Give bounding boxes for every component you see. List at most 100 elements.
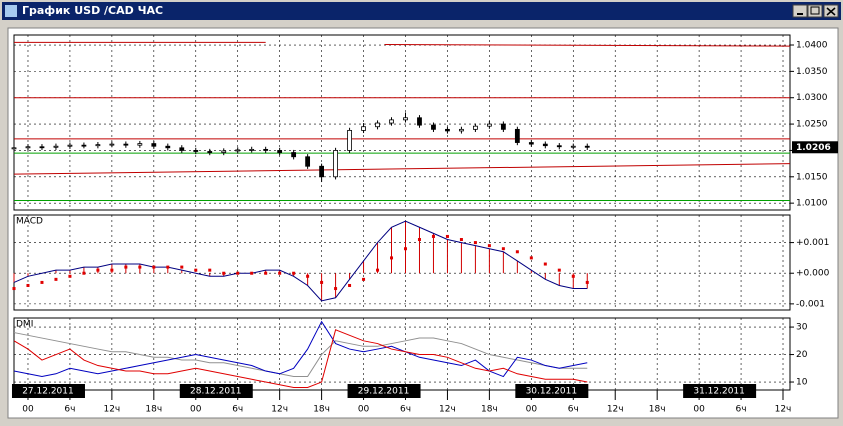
dmi-line	[13, 332, 588, 378]
signal-dot	[12, 287, 16, 291]
title-bar	[2, 2, 841, 20]
date-label: 31.12.2011	[693, 387, 745, 397]
y-tick-label: 1.0350	[796, 67, 828, 77]
signal-dot	[529, 256, 533, 260]
candle-body	[39, 146, 45, 149]
date-box	[515, 384, 589, 398]
signal-dot	[110, 268, 114, 272]
signal-dot	[292, 271, 296, 275]
level-line	[384, 43, 791, 47]
x-tick-label: 12ч	[439, 405, 456, 415]
signal-dot	[138, 265, 142, 269]
macd-line	[13, 220, 588, 302]
candle-body	[500, 123, 506, 130]
y-tick-label: 30	[796, 323, 808, 333]
y-tick-label: 1.0300	[796, 93, 828, 103]
candle-body	[445, 128, 450, 132]
y-tick-label: 1.0400	[796, 41, 828, 51]
y-tick-label: 10	[796, 378, 808, 388]
x-tick-label: 00	[693, 405, 705, 415]
signal-dot	[459, 238, 463, 242]
x-tick-label: 6ч	[736, 405, 747, 415]
window-buttons	[792, 4, 839, 18]
signal-dot	[54, 277, 58, 281]
candle-body	[584, 145, 590, 148]
candle-body	[528, 142, 534, 145]
signal-dot	[515, 250, 519, 254]
candle-body	[207, 151, 213, 153]
candle-body	[179, 147, 185, 151]
signal-dot	[390, 256, 394, 260]
x-tick-label: 12ч	[775, 405, 792, 415]
signal-dot	[403, 247, 407, 251]
candle-body	[109, 143, 115, 146]
signal-dot	[40, 280, 44, 284]
candle-body	[67, 144, 73, 147]
x-tick-label: 18ч	[649, 405, 666, 415]
date-box	[11, 384, 85, 398]
signal-dot	[208, 268, 212, 272]
candle-body	[95, 144, 101, 147]
minimize-button[interactable]	[792, 4, 808, 18]
candle-body	[151, 143, 157, 147]
candle-body	[542, 143, 548, 147]
candle-body	[165, 145, 171, 149]
window-icon	[5, 5, 17, 17]
panel	[13, 317, 791, 391]
candle-body	[291, 152, 297, 158]
x-tick-label: 6ч	[232, 405, 243, 415]
signal-dot	[585, 280, 589, 284]
panel	[13, 214, 791, 311]
candle-body	[459, 128, 464, 132]
candle-body	[361, 126, 366, 131]
candle-body	[403, 117, 408, 121]
candle-body	[556, 145, 562, 148]
signal-dot	[250, 271, 254, 275]
close-icon	[826, 7, 836, 16]
x-tick-label: 12ч	[103, 405, 120, 415]
signal-dot	[222, 271, 226, 275]
panel-label: DMI	[16, 320, 33, 330]
price-marker	[792, 141, 838, 154]
signal-dot	[557, 268, 561, 272]
date-label: 30.12.2011	[526, 387, 578, 397]
signal-dot	[82, 271, 86, 275]
x-tick-label: 12ч	[271, 405, 288, 415]
signal-dot	[124, 265, 128, 269]
candle-body	[431, 124, 436, 130]
signal-dot	[320, 280, 324, 284]
panel-label: MACD	[16, 217, 43, 227]
x-tick-label: 6ч	[400, 405, 411, 415]
candle-body	[486, 123, 492, 127]
x-tick-label: 6ч	[64, 405, 75, 415]
date-box	[683, 384, 757, 398]
candle-body	[25, 146, 31, 149]
candle-body	[123, 143, 129, 146]
x-tick-label: 18ч	[313, 405, 330, 415]
candle-body	[53, 145, 59, 148]
x-tick-label: 00	[190, 405, 202, 415]
signal-dot	[180, 265, 184, 269]
signal-dot	[376, 268, 380, 272]
signal-dot	[543, 262, 547, 266]
candle-body	[417, 117, 422, 126]
x-tick-label: 18ч	[145, 405, 162, 415]
candle-body	[570, 145, 576, 148]
signal-dot	[334, 287, 338, 291]
candle-body	[221, 150, 227, 153]
candle-body	[375, 122, 380, 128]
candle-body	[81, 144, 87, 147]
x-tick-label: 00	[358, 405, 370, 415]
signal-dot	[501, 247, 505, 251]
signal-dot	[236, 271, 240, 275]
signal-dot	[278, 271, 282, 275]
current-price-label: 1.0206	[796, 143, 831, 153]
panel	[13, 34, 791, 211]
signal-dot	[264, 271, 268, 275]
maximize-icon	[810, 6, 820, 15]
y-tick-label: +0.000	[796, 269, 830, 279]
candle-body	[193, 150, 199, 152]
dmi-line	[13, 329, 588, 389]
y-tick-label: 1.0100	[796, 199, 828, 209]
